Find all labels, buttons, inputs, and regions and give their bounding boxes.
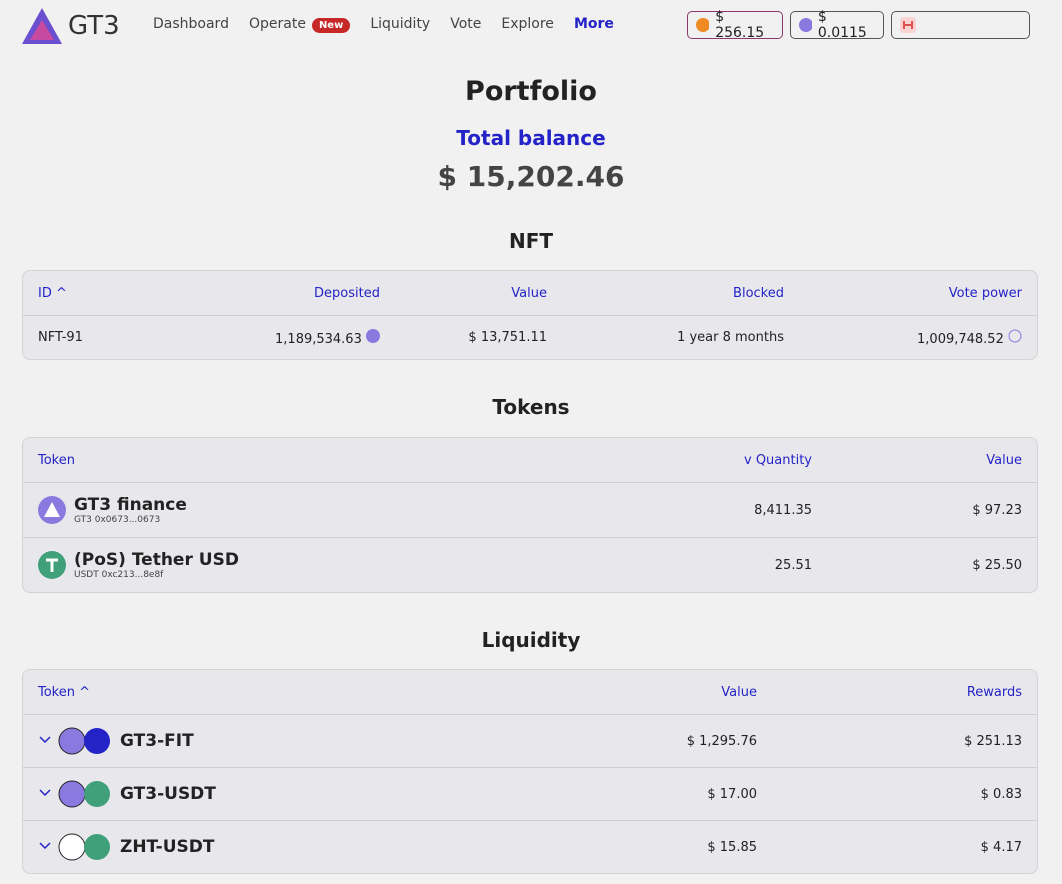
- token-icon: [366, 328, 380, 343]
- column-header[interactable]: Rewards: [966, 684, 1022, 700]
- nav-link-text: Operate: [248, 16, 306, 32]
- token-icon: [38, 496, 66, 524]
- table-header: ID ^ Deposited Value Blocked Vote power: [23, 271, 1037, 315]
- cell: 1,189,534.63: [198, 328, 380, 347]
- wallet-button[interactable]: [891, 11, 1030, 39]
- nav-link[interactable]: Vote: [450, 16, 482, 32]
- cell-text: 1,009,748.52: [917, 331, 1004, 347]
- column-header[interactable]: Value: [721, 684, 757, 700]
- cell: $ 97.23: [972, 502, 1022, 518]
- pair-icons: [39, 780, 110, 808]
- coin-icon: [799, 18, 812, 32]
- badge: New: [311, 18, 351, 33]
- wallet-icon: [900, 17, 916, 33]
- column-header[interactable]: Token: [38, 452, 75, 468]
- column-header[interactable]: Blocked: [733, 285, 784, 301]
- token-name: (PoS) Tether USD: [74, 550, 239, 570]
- price-chip[interactable]: $ 0.0115: [790, 9, 884, 41]
- pair-icons: [39, 833, 110, 861]
- cell: $ 17.00: [707, 786, 757, 802]
- token-address: GT3 0x0673...0673: [74, 515, 161, 525]
- header-text: Token: [38, 684, 75, 700]
- column-header[interactable]: Deposited: [314, 285, 380, 301]
- nav-link[interactable]: Operate New: [248, 16, 351, 33]
- cell: 25.51: [774, 557, 812, 573]
- token-cell: (PoS) Tether USD USDT 0xc213...8e8f: [38, 550, 602, 580]
- balance-label: Total balance: [456, 126, 606, 150]
- page-title: Portfolio: [465, 76, 597, 107]
- table-row: NFT-91 1,189,534.63 $ 13,751.11 1 year 8…: [23, 315, 1037, 359]
- liquidity-table: Token ^ Value Rewards GT3-FIT $ 1,295.76 $…: [22, 669, 1038, 874]
- column-header[interactable]: Value: [511, 285, 547, 301]
- nav-links: Dashboard Operate New Liquidity Vote Expl…: [153, 16, 614, 33]
- column-header[interactable]: Vote power: [948, 285, 1022, 301]
- pair-cell: GT3-USDT: [38, 780, 547, 808]
- pair-name: ZHT-USDT: [120, 837, 215, 857]
- nav-link[interactable]: Dashboard: [153, 16, 229, 32]
- cell: $ 15.85: [707, 839, 757, 855]
- price: $ 0.0115: [817, 9, 867, 41]
- nav-bar: GT3 Dashboard Operate New Liquidity Vote …: [0, 0, 1062, 52]
- column-header[interactable]: Value: [986, 452, 1022, 468]
- token-name: GT3 finance: [74, 495, 187, 515]
- token-icon: [38, 551, 66, 579]
- cell: 8,411.35: [754, 502, 812, 518]
- column-header[interactable]: v Quantity: [743, 452, 812, 468]
- cell: $ 1,295.76: [686, 733, 757, 749]
- cell: $ 0.83: [980, 786, 1022, 802]
- header-text: ID: [38, 285, 52, 301]
- brand-name: GT3: [68, 11, 120, 41]
- cell: $ 251.13: [964, 733, 1022, 749]
- table-row: (PoS) Tether USD USDT 0xc213...8e8f 25.51…: [23, 537, 1037, 592]
- cell: $ 4.17: [980, 839, 1022, 855]
- brand[interactable]: GT3: [22, 8, 120, 44]
- section-title: Tokens: [492, 395, 570, 419]
- cell: 1 year 8 months: [677, 330, 784, 345]
- logo: [22, 8, 62, 44]
- table-row[interactable]: GT3-FIT $ 1,295.76 $ 251.13: [23, 714, 1037, 767]
- section-title: Liquidity: [481, 628, 581, 652]
- token-address: USDT 0xc213...8e8f: [74, 570, 164, 580]
- table-header: Token ^ Value Rewards: [23, 670, 1037, 714]
- pair-cell: ZHT-USDT: [38, 833, 547, 861]
- table-header: Token v Quantity Value: [23, 438, 1037, 482]
- cell: $ 25.50: [972, 557, 1022, 573]
- tokens-table: Token v Quantity Value GT3 finance GT3 0x…: [22, 437, 1038, 593]
- nav-link[interactable]: More: [573, 16, 614, 32]
- coin-icon: [696, 18, 710, 32]
- token-info: GT3 finance GT3 0x0673...0673: [74, 495, 187, 525]
- pair-name: GT3-USDT: [120, 784, 216, 804]
- cell-text: 1,189,534.63: [275, 331, 362, 347]
- column-header[interactable]: Token ^: [38, 684, 91, 700]
- cell: NFT-91: [38, 330, 83, 345]
- column-header[interactable]: ID ^: [38, 285, 67, 301]
- token-info: (PoS) Tether USD USDT 0xc213...8e8f: [74, 550, 239, 580]
- balance: $ 15,202.46: [437, 160, 625, 193]
- cell: 1,009,748.52: [784, 329, 1022, 347]
- header-text: Quantity: [755, 452, 812, 468]
- token-icon: [1008, 329, 1022, 342]
- price-chip[interactable]: $ 256.15: [687, 9, 783, 41]
- cell: $ 13,751.11: [468, 330, 547, 345]
- section-title: NFT: [508, 229, 554, 253]
- nav-link[interactable]: Liquidity: [370, 16, 431, 32]
- pair-icons: [39, 727, 110, 755]
- table-row[interactable]: GT3-USDT $ 17.00 $ 0.83: [23, 767, 1037, 820]
- token-cell: GT3 finance GT3 0x0673...0673: [38, 495, 602, 525]
- table-row: GT3 finance GT3 0x0673...0673 8,411.35 $ …: [23, 482, 1037, 537]
- nav-link[interactable]: Explore: [501, 16, 554, 32]
- pair-cell: GT3-FIT: [38, 727, 547, 755]
- price: $ 256.15: [715, 9, 765, 41]
- nft-table: ID ^ Deposited Value Blocked Vote power …: [22, 270, 1038, 360]
- table-row[interactable]: ZHT-USDT $ 15.85 $ 4.17: [23, 820, 1037, 873]
- pair-name: GT3-FIT: [120, 731, 194, 751]
